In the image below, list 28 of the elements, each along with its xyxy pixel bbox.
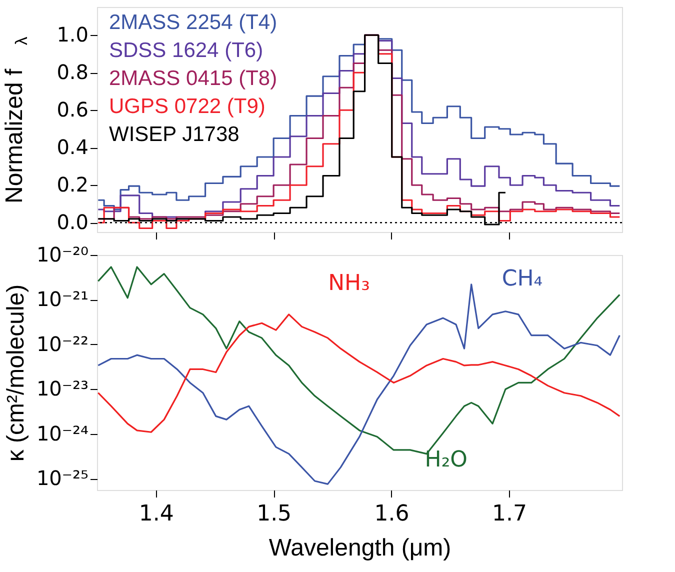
x-axis-title: Wavelength (μm) [268, 534, 452, 562]
series-label: NH₃ [328, 271, 370, 296]
text: WISEP J1738 [109, 123, 240, 146]
text: SDSS 1624 (T6) [109, 39, 264, 62]
series-label: H₂O [424, 447, 468, 472]
y-tick-label: 10⁻²¹ [36, 287, 88, 312]
y-tick-label: 0.8 [56, 60, 88, 84]
x-tick-label: 1.5 [256, 502, 292, 526]
y-axis-title: Normalized fλ [1, 36, 31, 204]
y-tick-label: 1.0 [56, 22, 88, 47]
y-tick-label: 0.6 [56, 98, 88, 122]
y-tick-label: 10⁻²⁵ [36, 466, 88, 490]
y-tick-label: 0.4 [56, 135, 88, 160]
text: 2MASS 2254 (T4) [109, 11, 278, 34]
series-label: CH₄ [502, 266, 543, 292]
y-axis-title: κ (cm²/molecule) [2, 284, 30, 462]
y-tick-label: 10⁻²² [36, 332, 88, 356]
text: UGPS 0722 (T9) [109, 95, 266, 118]
text: 2MASS 0415 (T8) [109, 67, 278, 90]
y-tick-label: 10⁻²⁴ [36, 421, 88, 446]
y-tick-label: 0.0 [56, 210, 88, 234]
x-tick-label: 1.4 [138, 502, 174, 526]
y-tick-label: 10⁻²⁰ [36, 242, 88, 266]
line-series [97, 314, 620, 433]
x-tick-label: 1.6 [374, 502, 410, 526]
x-tick-label: 1.7 [492, 502, 527, 526]
y-tick-label: 10⁻²³ [36, 376, 88, 401]
y-tick-label: 0.2 [56, 172, 88, 197]
